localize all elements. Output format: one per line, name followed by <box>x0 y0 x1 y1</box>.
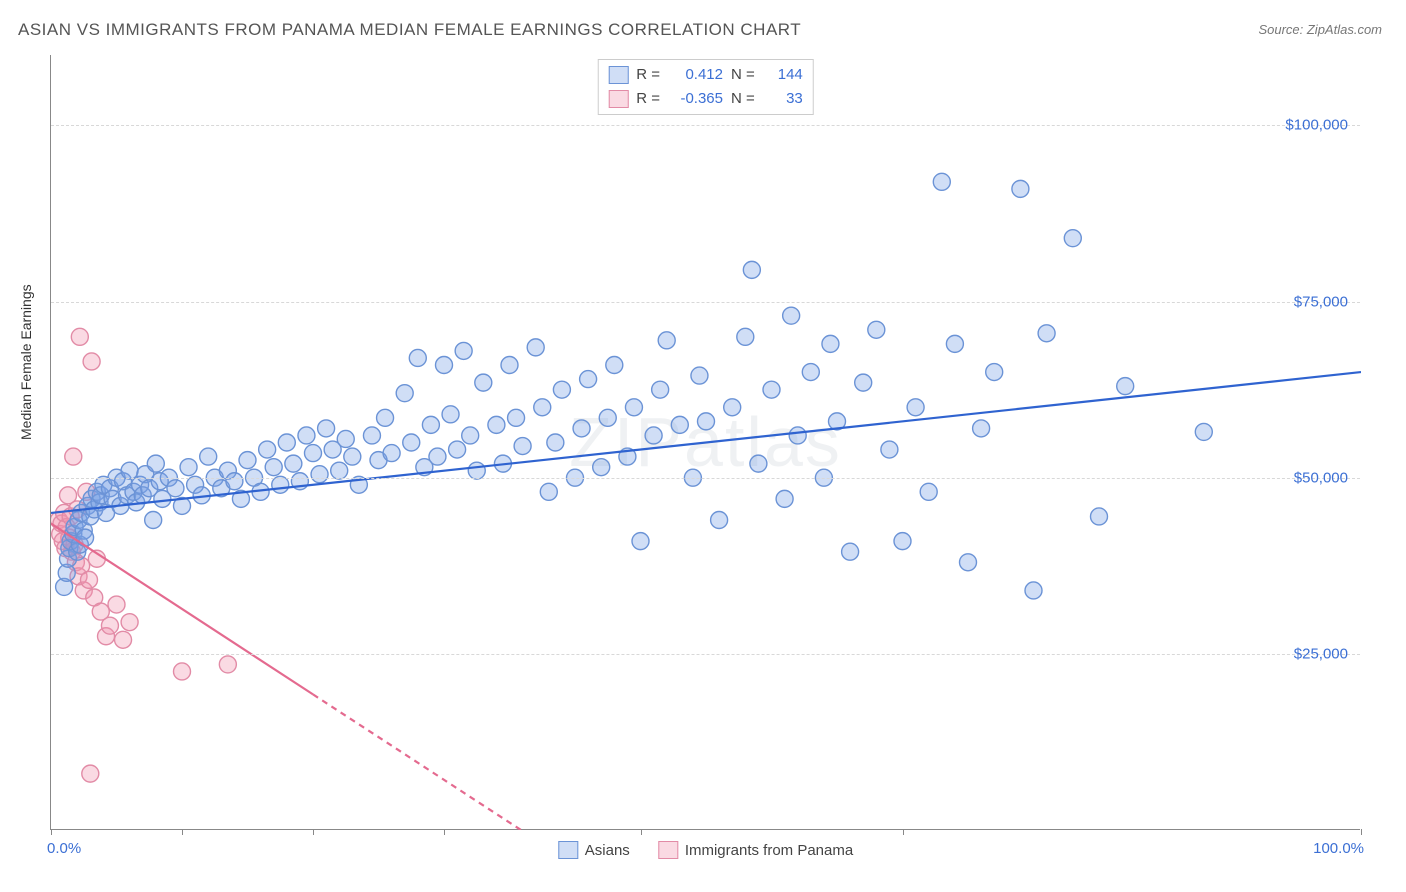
x-axis-min-label: 0.0% <box>47 840 81 857</box>
x-tick-mark <box>444 829 445 835</box>
source-attribution: Source: ZipAtlas.com <box>1258 22 1382 37</box>
swatch-panama <box>608 90 628 108</box>
x-tick-mark <box>51 829 52 835</box>
r-value-panama: -0.365 <box>668 87 723 111</box>
x-tick-mark <box>641 829 642 835</box>
plot-area: ZIPatlas R = 0.412 N = 144 R = -0.365 N … <box>50 55 1360 830</box>
series-label-asians: Asians <box>585 842 630 859</box>
n-label: N = <box>731 63 755 87</box>
gridline <box>51 478 1360 479</box>
swatch-asians <box>558 841 578 859</box>
y-axis-label: Median Female Earnings <box>18 284 34 440</box>
y-tick-label: $75,000 <box>1294 293 1348 310</box>
series-legend: Asians Immigrants from Panama <box>558 841 853 859</box>
legend-item-asians: Asians <box>558 841 630 859</box>
correlation-legend: R = 0.412 N = 144 R = -0.365 N = 33 <box>597 59 814 115</box>
r-label: R = <box>636 87 660 111</box>
gridline <box>51 125 1360 126</box>
legend-item-panama: Immigrants from Panama <box>658 841 853 859</box>
y-tick-label: $25,000 <box>1294 645 1348 662</box>
r-label: R = <box>636 63 660 87</box>
swatch-asians <box>608 66 628 84</box>
x-tick-mark <box>903 829 904 835</box>
y-tick-label: $100,000 <box>1285 117 1348 134</box>
n-value-panama: 33 <box>763 87 803 111</box>
series-label-panama: Immigrants from Panama <box>685 842 853 859</box>
n-value-asians: 144 <box>763 63 803 87</box>
swatch-panama <box>658 841 678 859</box>
legend-row-panama: R = -0.365 N = 33 <box>608 87 803 111</box>
n-label: N = <box>731 87 755 111</box>
y-tick-label: $50,000 <box>1294 469 1348 486</box>
x-tick-mark <box>1361 829 1362 835</box>
gridline <box>51 654 1360 655</box>
chart-title: ASIAN VS IMMIGRANTS FROM PANAMA MEDIAN F… <box>18 20 801 40</box>
x-tick-mark <box>182 829 183 835</box>
x-tick-mark <box>313 829 314 835</box>
gridline <box>51 302 1360 303</box>
r-value-asians: 0.412 <box>668 63 723 87</box>
chart-svg <box>51 55 1360 829</box>
x-axis-max-label: 100.0% <box>1313 840 1364 857</box>
legend-row-asians: R = 0.412 N = 144 <box>608 63 803 87</box>
